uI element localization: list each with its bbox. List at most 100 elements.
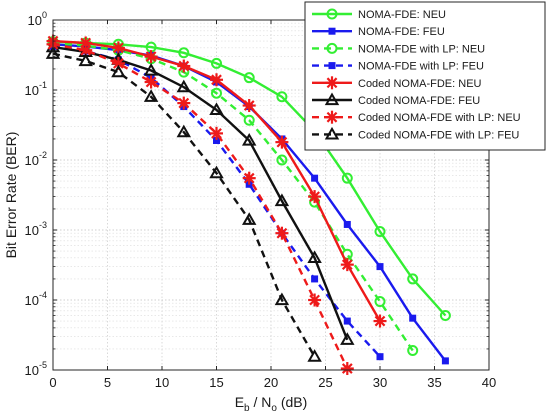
legend-label: Coded NOMA-FDE: FEU: [358, 95, 480, 107]
series-line: [52, 41, 414, 352]
data-point: [340, 362, 354, 376]
data-point: [307, 250, 322, 263]
data-point: [340, 258, 354, 272]
data-point: [439, 310, 451, 322]
x-axis-label: Eb / No (dB): [235, 394, 308, 414]
legend-entry: NOMA-FDE with LP: FEU: [312, 61, 484, 73]
x-tick-label: 35: [427, 375, 441, 390]
y-tick-label: 10-2: [25, 150, 47, 168]
data-point: [210, 126, 223, 140]
data-point: [343, 220, 351, 228]
data-point: [276, 91, 288, 103]
data-point: [211, 87, 222, 99]
legend-marker: [325, 110, 339, 124]
series-line: [52, 52, 316, 358]
legend-marker: [326, 8, 338, 20]
legend-marker: [324, 126, 340, 140]
y-axis-label: Bit Error Rate (BER): [3, 132, 19, 259]
data-point: [143, 89, 159, 102]
legend-entry: Coded NOMA-FDE: NEU: [312, 76, 482, 90]
data-point: [111, 41, 125, 55]
data-point: [78, 53, 93, 67]
data-point: [211, 57, 222, 69]
data-point: [144, 75, 158, 89]
legend-marker: [324, 92, 340, 106]
data-point: [373, 314, 387, 328]
data-point: [275, 135, 289, 149]
legend-box: [304, 1, 546, 151]
legend-label: Coded NOMA-FDE: NEU: [358, 78, 482, 90]
legend-entry: Coded NOMA-FDE: FEU: [312, 92, 480, 107]
data-point: [374, 296, 386, 308]
y-tick-label: 10-4: [25, 290, 47, 308]
data-point: [176, 124, 192, 138]
y-tick-label: 10-5: [25, 360, 47, 378]
data-point: [376, 353, 384, 361]
data-point: [210, 73, 223, 87]
legend-label: NOMA-FDE with LP: NEU: [358, 43, 485, 55]
data-point: [376, 263, 384, 271]
data-point: [343, 317, 351, 325]
y-tick-label: 100: [28, 10, 47, 28]
data-point: [341, 172, 353, 184]
data-point: [274, 193, 290, 207]
legend-label: NOMA-FDE: FEU: [358, 26, 445, 38]
y-tick-label: 10-3: [25, 220, 47, 238]
x-tick-labels: 0 5 10 15 20 25 30 35 40: [49, 375, 496, 390]
x-tick-label: 25: [318, 375, 332, 390]
legend-label: NOMA-FDE with LP: FEU: [358, 61, 484, 73]
data-point: [209, 102, 224, 116]
data-point: [407, 344, 419, 356]
data-point: [311, 174, 319, 182]
data-point: [178, 47, 190, 59]
data-point: [441, 357, 449, 365]
data-point: [209, 165, 224, 179]
data-point: [111, 64, 126, 78]
legend-marker: [326, 42, 338, 54]
legend-label: Coded NOMA-FDE with LP: FEU: [358, 129, 519, 141]
data-point: [274, 292, 290, 306]
legend-entry: NOMA-FDE with LP: NEU: [312, 42, 485, 55]
data-point: [340, 332, 355, 345]
data-point: [242, 99, 256, 113]
data-point: [241, 132, 257, 146]
legend-entry: Coded NOMA-FDE with LP: NEU: [312, 110, 521, 124]
data-point: [243, 114, 255, 126]
data-point: [276, 154, 288, 166]
data-point: [143, 62, 159, 76]
legend-label: Coded NOMA-FDE with LP: NEU: [358, 112, 521, 124]
series-line: [52, 43, 349, 370]
legend-entry: NOMA-FDE: NEU: [312, 8, 446, 21]
data-point: [177, 96, 191, 110]
series-7: [46, 37, 354, 376]
legend-entry: Coded NOMA-FDE with LP: FEU: [312, 126, 519, 141]
legend-entry: NOMA-FDE: FEU: [312, 26, 445, 38]
legend-marker: [328, 62, 336, 70]
x-tick-label: 0: [49, 375, 56, 390]
data-point: [241, 212, 257, 225]
legend: NOMA-FDE: NEU NOMA-FDE: FEU NOMA-FDE with …: [304, 1, 546, 151]
series-layer: [45, 34, 451, 376]
data-point: [275, 226, 289, 240]
data-point: [243, 72, 255, 84]
legend-marker: [328, 27, 336, 35]
data-point: [308, 190, 322, 204]
x-tick-label: 15: [209, 375, 223, 390]
x-tick-label: 40: [482, 375, 496, 390]
x-tick-label: 30: [373, 375, 387, 390]
data-point: [176, 79, 192, 93]
x-tick-label: 5: [104, 375, 111, 390]
data-point: [307, 349, 322, 362]
data-point: [409, 314, 417, 322]
data-point: [311, 275, 319, 283]
legend-label: NOMA-FDE: NEU: [358, 9, 446, 21]
series-8: [45, 46, 322, 362]
data-point: [242, 171, 256, 185]
data-point: [374, 226, 386, 238]
x-tick-label: 10: [155, 375, 169, 390]
x-tick-label: 20: [264, 375, 278, 390]
data-point: [308, 293, 322, 307]
legend-marker: [325, 76, 339, 90]
data-point: [144, 50, 158, 64]
